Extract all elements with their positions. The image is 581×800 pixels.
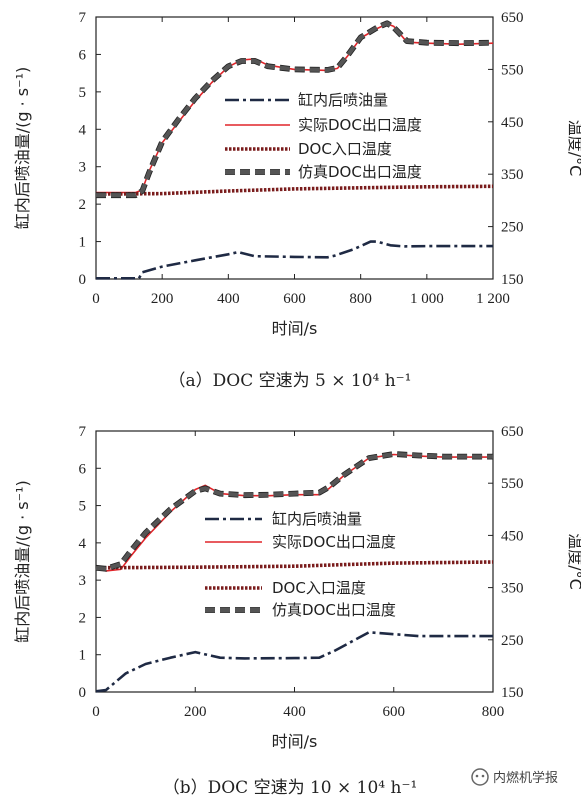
y-right-axis-label: 温度/°C xyxy=(566,533,581,590)
plot-frame xyxy=(95,16,494,280)
series-line xyxy=(95,451,493,571)
y-right-tick-label: 650 xyxy=(501,10,524,26)
y-left-tick-label: 2 xyxy=(79,197,87,213)
y-left-tick-label: 7 xyxy=(79,10,87,26)
y-right-axis-label: 温度/°C xyxy=(566,120,581,177)
y-right-tick-label: 350 xyxy=(501,167,524,183)
legend-label: 仿真DOC出口温度 xyxy=(272,601,396,619)
y-right-tick-label: 650 xyxy=(501,424,524,440)
chart-panel-b: 0 200 400 600 800 0 1 2 3 4 5 6 7 150 250 350 450 550 650 时… xyxy=(13,424,581,798)
y-left-tick-label: 2 xyxy=(79,610,87,626)
y-left-tick-label: 3 xyxy=(79,160,87,176)
y-left-axis-label: 缸内后喷油量/(g · s⁻¹) xyxy=(13,67,32,230)
x-tick-label: 600 xyxy=(283,291,306,307)
x-tick-label: 600 xyxy=(383,704,406,720)
y-right-tick-label: 350 xyxy=(501,581,524,597)
y-right-tick-label: 450 xyxy=(501,115,524,131)
series-line xyxy=(95,184,494,196)
y-left-axis-label: 缸内后喷油量/(g · s⁻¹) xyxy=(13,480,32,643)
y-left-tick-label: 4 xyxy=(79,122,87,138)
y-right-tick-label: 250 xyxy=(501,633,524,649)
y-left-tick-label: 0 xyxy=(79,272,87,288)
legend-label: 实际DOC出口温度 xyxy=(272,533,396,551)
x-axis-label: 时间/s xyxy=(272,319,318,338)
series-line xyxy=(96,22,494,194)
series-line xyxy=(95,560,494,570)
figure-caption: （b）DOC 空速为 10 × 10⁴ h⁻¹ xyxy=(163,778,418,798)
watermark: 内燃机学报 xyxy=(471,768,558,786)
y-left-tick-label: 6 xyxy=(79,461,87,477)
wechat-icon-dot xyxy=(475,774,479,778)
y-right-tick-label: 450 xyxy=(501,528,524,544)
y-left-tick-label: 3 xyxy=(79,573,87,589)
series-line xyxy=(95,630,493,693)
y-right-tick-label: 550 xyxy=(501,62,524,78)
chart-panel-a: 0 200 400 600 800 1 000 1 200 0 1 2 3 4 5 6 7 150 250 350… xyxy=(13,10,581,391)
x-tick-label: 200 xyxy=(151,291,174,307)
y-left-tick-label: 5 xyxy=(79,499,87,515)
x-tick-label: 0 xyxy=(92,291,100,307)
y-right-tick-label: 250 xyxy=(501,220,524,236)
y-right-tick-label: 550 xyxy=(501,476,524,492)
wechat-icon xyxy=(471,768,489,786)
x-tick-label: 0 xyxy=(92,704,100,720)
y-left-tick-label: 6 xyxy=(79,47,87,63)
legend-label: 实际DOC出口温度 xyxy=(298,116,422,134)
x-tick-label: 800 xyxy=(482,704,505,720)
y-left-tick-label: 1 xyxy=(79,235,87,251)
x-tick-label: 800 xyxy=(349,291,372,307)
x-tick-label: 1 000 xyxy=(410,291,444,307)
legend-label: 仿真DOC出口温度 xyxy=(298,163,422,181)
y-left-tick-label: 0 xyxy=(79,685,87,701)
legend-label: 缸内后喷油量 xyxy=(298,91,388,109)
legend-label: DOC入口温度 xyxy=(272,579,366,597)
x-tick-label: 400 xyxy=(217,291,240,307)
legend-label: 缸内后喷油量 xyxy=(272,510,362,528)
y-left-tick-label: 7 xyxy=(79,424,87,440)
x-tick-label: 1 200 xyxy=(476,291,510,307)
watermark-text: 内燃机学报 xyxy=(493,770,558,786)
series-line xyxy=(96,240,493,280)
series-line xyxy=(96,21,494,198)
y-left-tick-label: 5 xyxy=(79,85,87,101)
series-line-outline xyxy=(96,20,494,199)
wechat-icon-dot xyxy=(481,774,485,778)
x-tick-label: 200 xyxy=(184,704,207,720)
y-right-tick-label: 150 xyxy=(501,685,524,701)
figure-caption: （a）DOC 空速为 5 × 10⁴ h⁻¹ xyxy=(169,371,412,391)
x-axis-label: 时间/s xyxy=(272,732,318,751)
y-left-tick-label: 4 xyxy=(79,536,87,552)
legend-label: DOC入口温度 xyxy=(298,140,392,158)
y-left-tick-label: 1 xyxy=(79,648,87,664)
x-tick-label: 400 xyxy=(283,704,306,720)
y-right-tick-label: 150 xyxy=(501,272,524,288)
